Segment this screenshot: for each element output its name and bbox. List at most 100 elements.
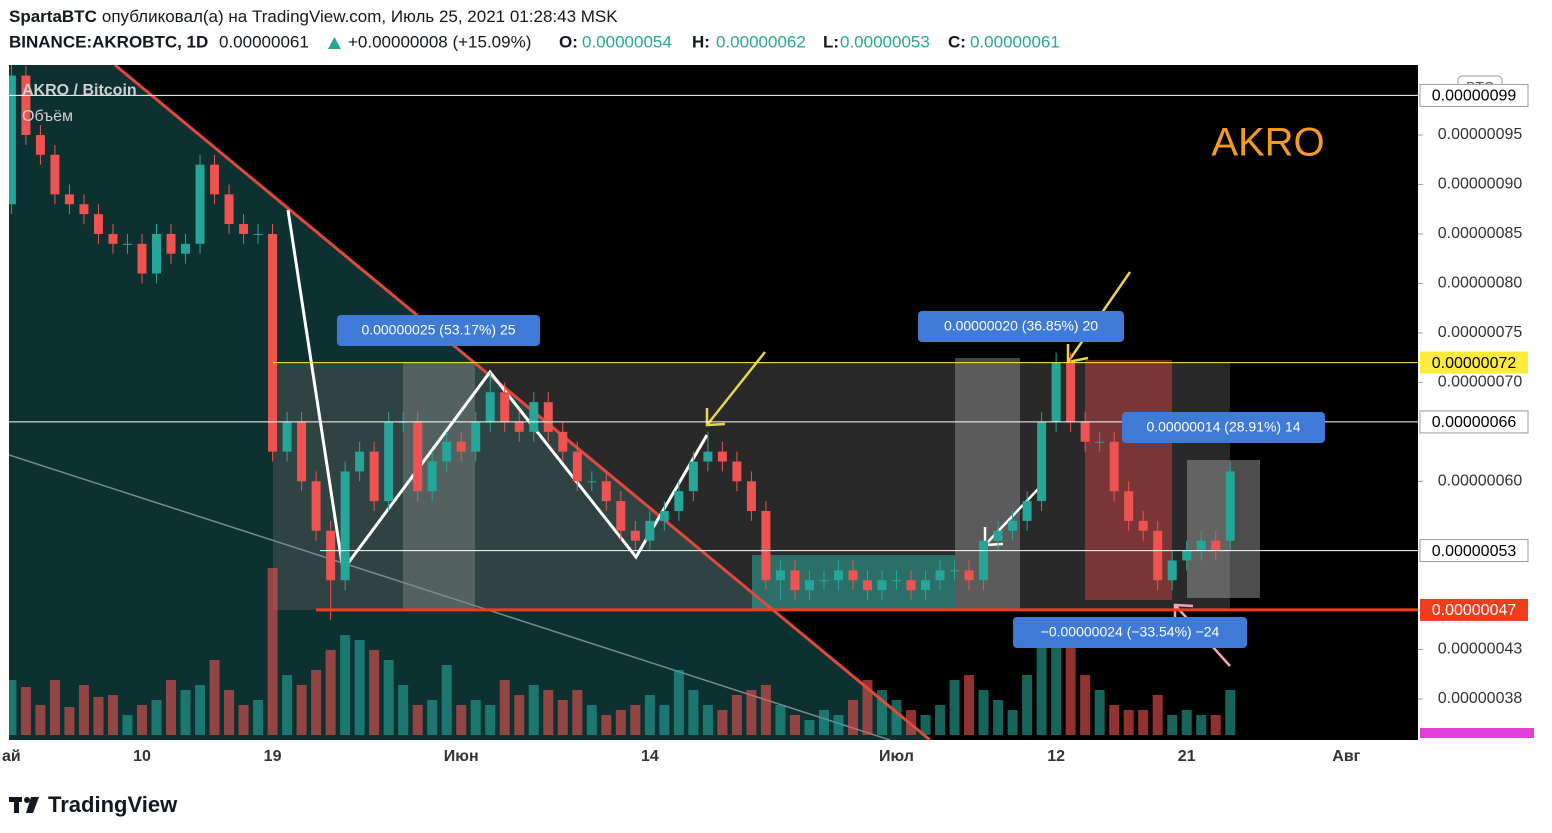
candle-body <box>892 580 902 582</box>
volume-bar <box>1123 710 1134 735</box>
price-label-box <box>1420 351 1528 374</box>
high-label: H: <box>692 32 710 51</box>
volume-bar <box>1022 675 1033 735</box>
volume-bar <box>296 685 307 735</box>
candle-body <box>645 520 655 541</box>
measure-label: −0.00000024 (−33.54%) −24 <box>1041 624 1220 640</box>
volume-bar <box>383 660 394 735</box>
volume-bar <box>224 690 235 735</box>
volume-bar <box>920 715 931 735</box>
candle-body <box>950 570 960 572</box>
candle-body <box>1225 471 1235 541</box>
x-tick-label: 19 <box>264 748 282 765</box>
low-value: 0.00000053 <box>840 32 930 51</box>
candle-body <box>862 580 872 591</box>
candle-body <box>500 392 510 422</box>
candle-body <box>181 243 191 254</box>
candle-body <box>529 402 539 432</box>
y-tick-label: 0.00000060 <box>1438 473 1523 490</box>
volume-bar <box>311 670 322 735</box>
x-tick-label: Авг <box>1332 748 1360 765</box>
y-tick-label: 0.00000038 <box>1438 690 1523 707</box>
candle-body <box>703 451 713 462</box>
volume-bar <box>789 715 800 735</box>
volume-bar <box>1080 675 1091 735</box>
volume-bar <box>49 680 60 735</box>
volume-bar <box>427 700 438 735</box>
candle-body <box>935 570 945 581</box>
volume-bar <box>978 690 989 735</box>
volume-title: Объём <box>22 108 73 125</box>
volume-bar <box>528 685 539 735</box>
volume-bar <box>238 705 249 735</box>
volume-bar <box>1007 710 1018 735</box>
price-label: 0.00000047 <box>1432 602 1517 619</box>
candle-body <box>355 451 365 472</box>
volume-bar <box>862 680 873 735</box>
candle-body <box>1138 520 1148 531</box>
candle-body <box>326 530 336 581</box>
volume-bar <box>1152 695 1163 735</box>
candle-body <box>1109 441 1119 492</box>
volume-bar <box>949 680 960 735</box>
candle-body <box>1080 421 1090 442</box>
candle-body <box>848 570 858 581</box>
candle-body <box>601 481 611 502</box>
arrow <box>706 351 766 426</box>
measure-label: 0.00000014 (28.91%) 14 <box>1146 419 1300 435</box>
y-tick-label: 0.00000095 <box>1438 126 1523 143</box>
volume-bar <box>760 685 771 735</box>
price-label-box <box>1419 539 1529 563</box>
price-label-box <box>1420 598 1528 621</box>
volume-bar <box>456 705 467 735</box>
candle-body <box>587 481 597 483</box>
candle-body <box>442 441 452 462</box>
candle-body <box>369 451 379 502</box>
volume-bar <box>369 650 380 735</box>
volume-bar <box>688 690 699 735</box>
series-title: AKRO / Bitcoin <box>22 82 137 99</box>
candle-body <box>485 392 495 422</box>
volume-bar <box>107 695 118 735</box>
y-tick-label: 0.00000085 <box>1438 225 1523 242</box>
volume-bar <box>195 685 206 735</box>
candle-body <box>906 580 916 591</box>
volume-bar <box>833 715 844 735</box>
volume-bar <box>557 700 568 735</box>
trend-line <box>114 65 931 740</box>
volume-bar <box>877 690 887 735</box>
candle-body <box>471 421 481 452</box>
volume-bar <box>717 710 728 735</box>
volume-bar <box>412 705 423 735</box>
candle-body <box>717 451 727 462</box>
candle-body <box>833 570 843 581</box>
volume-bar <box>64 707 75 735</box>
candle-body <box>50 154 60 195</box>
change: +0.00000008 (+15.09%) <box>348 32 531 51</box>
candle-body <box>1051 362 1061 422</box>
publish-line: SpartaBTC опубликовал(а) на TradingView.c… <box>9 7 618 26</box>
close-value: 0.00000061 <box>970 32 1060 51</box>
candle-body <box>1008 520 1018 531</box>
low-label: L: <box>823 32 839 51</box>
candle-body <box>1196 540 1206 551</box>
candle-body <box>1167 560 1177 581</box>
candle-body <box>979 540 989 581</box>
candle-body <box>674 491 684 511</box>
volume-bar <box>804 720 815 735</box>
candle-body <box>1066 362 1076 422</box>
volume-bar <box>818 710 829 735</box>
volume-bar <box>1036 635 1047 735</box>
candle-body <box>239 224 249 234</box>
candle-body <box>775 570 785 581</box>
x-tick-label: 12 <box>1047 748 1065 765</box>
volume-bar <box>253 700 264 735</box>
volume-bar <box>9 680 17 735</box>
price-label: 0.00000066 <box>1432 414 1517 431</box>
up-triangle <box>328 37 341 49</box>
volume-bar <box>499 680 510 735</box>
price-label-box <box>1419 410 1529 434</box>
price-label-box <box>1419 83 1529 107</box>
symbol: BINANCE:AKROBTC, 1D <box>9 32 208 51</box>
